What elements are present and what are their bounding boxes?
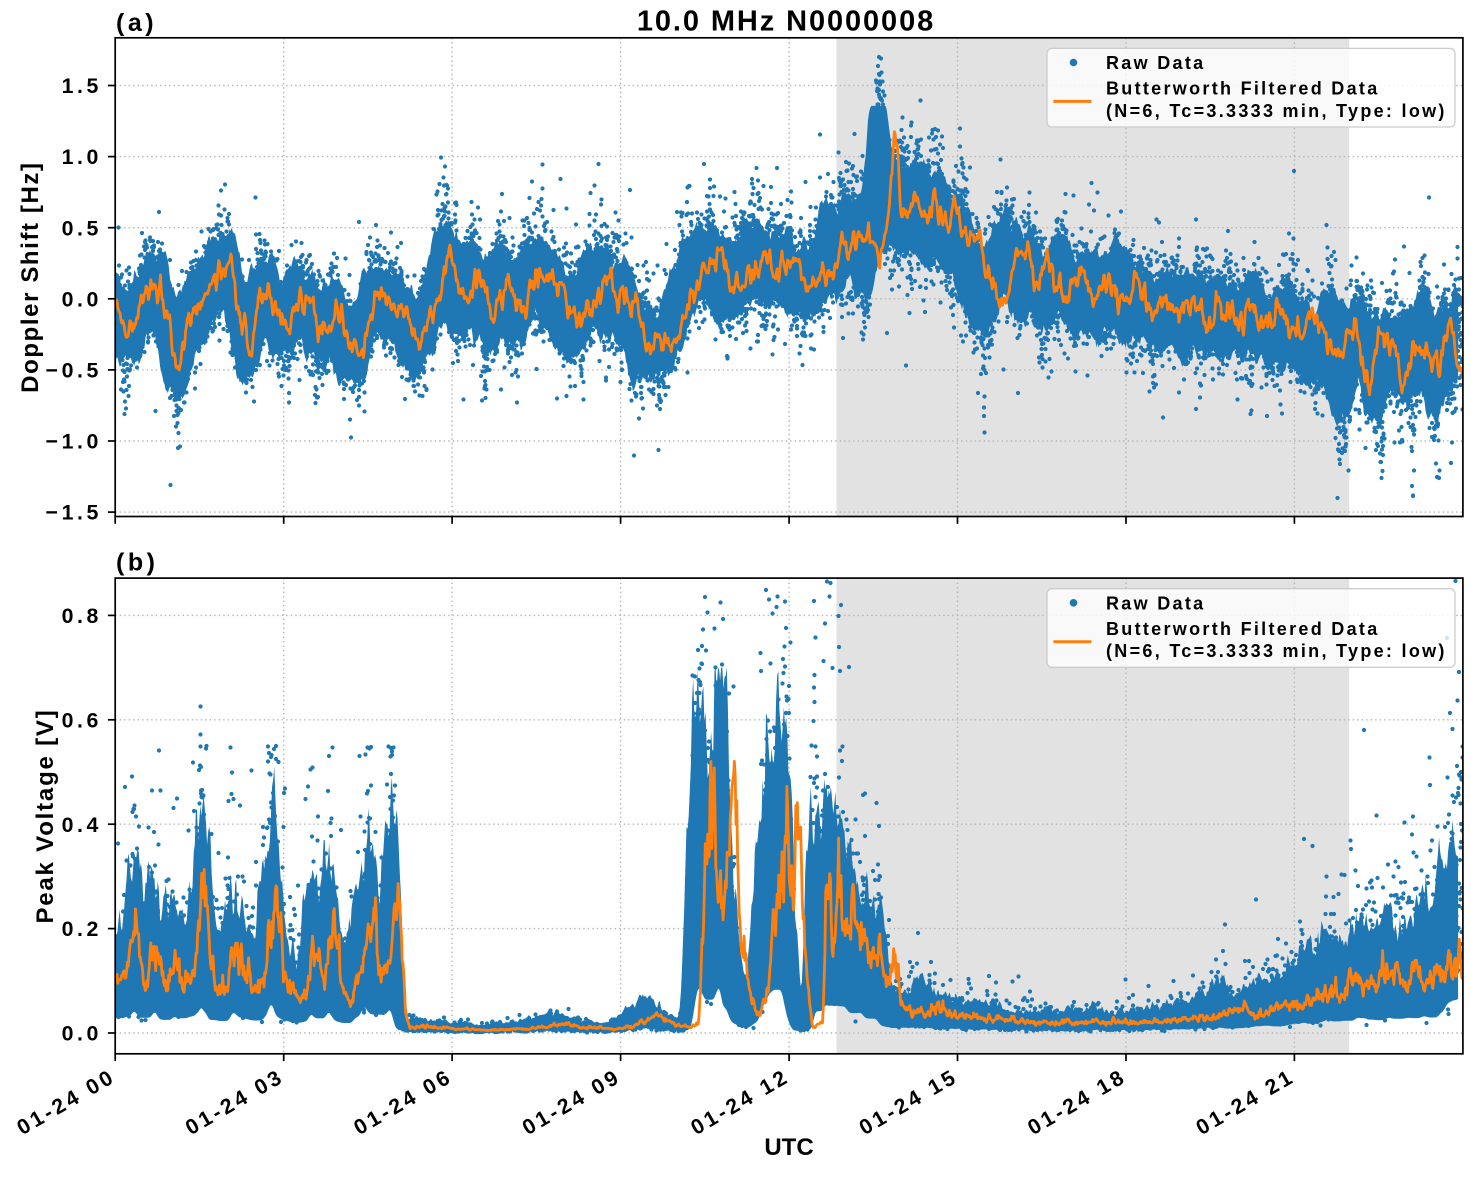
svg-text:10.0 MHz N0000008: 10.0 MHz N0000008 [637, 6, 935, 38]
svg-text:Raw Data: Raw Data [1106, 53, 1205, 73]
svg-text:0.0: 0.0 [62, 287, 102, 311]
svg-text:−1.5: −1.5 [46, 501, 102, 525]
svg-text:UTC: UTC [764, 1134, 813, 1161]
svg-text:Butterworth Filtered Data: Butterworth Filtered Data [1106, 619, 1380, 639]
svg-text:0.0: 0.0 [62, 1022, 102, 1046]
svg-text:Butterworth Filtered Data: Butterworth Filtered Data [1106, 79, 1380, 99]
svg-text:1.0: 1.0 [62, 145, 102, 169]
svg-text:Raw Data: Raw Data [1106, 593, 1205, 613]
svg-text:Peak Voltage [V]: Peak Voltage [V] [32, 708, 59, 923]
svg-text:1.5: 1.5 [62, 74, 102, 98]
svg-text:Doppler Shift [Hz]: Doppler Shift [Hz] [17, 161, 44, 392]
svg-text:0.6: 0.6 [62, 708, 102, 732]
svg-text:0.8: 0.8 [62, 604, 102, 628]
svg-text:(a): (a) [116, 9, 157, 37]
svg-text:(N=6, Tc=3.3333 min, Type: low: (N=6, Tc=3.3333 min, Type: low) [1106, 641, 1447, 661]
svg-text:0.4: 0.4 [62, 813, 102, 837]
svg-text:−1.0: −1.0 [46, 430, 102, 454]
svg-text:0.2: 0.2 [62, 917, 102, 941]
svg-text:(b): (b) [116, 549, 158, 577]
svg-text:−0.5: −0.5 [46, 359, 102, 383]
svg-text:0.5: 0.5 [62, 216, 102, 240]
svg-text:(N=6, Tc=3.3333 min, Type: low: (N=6, Tc=3.3333 min, Type: low) [1106, 101, 1447, 121]
